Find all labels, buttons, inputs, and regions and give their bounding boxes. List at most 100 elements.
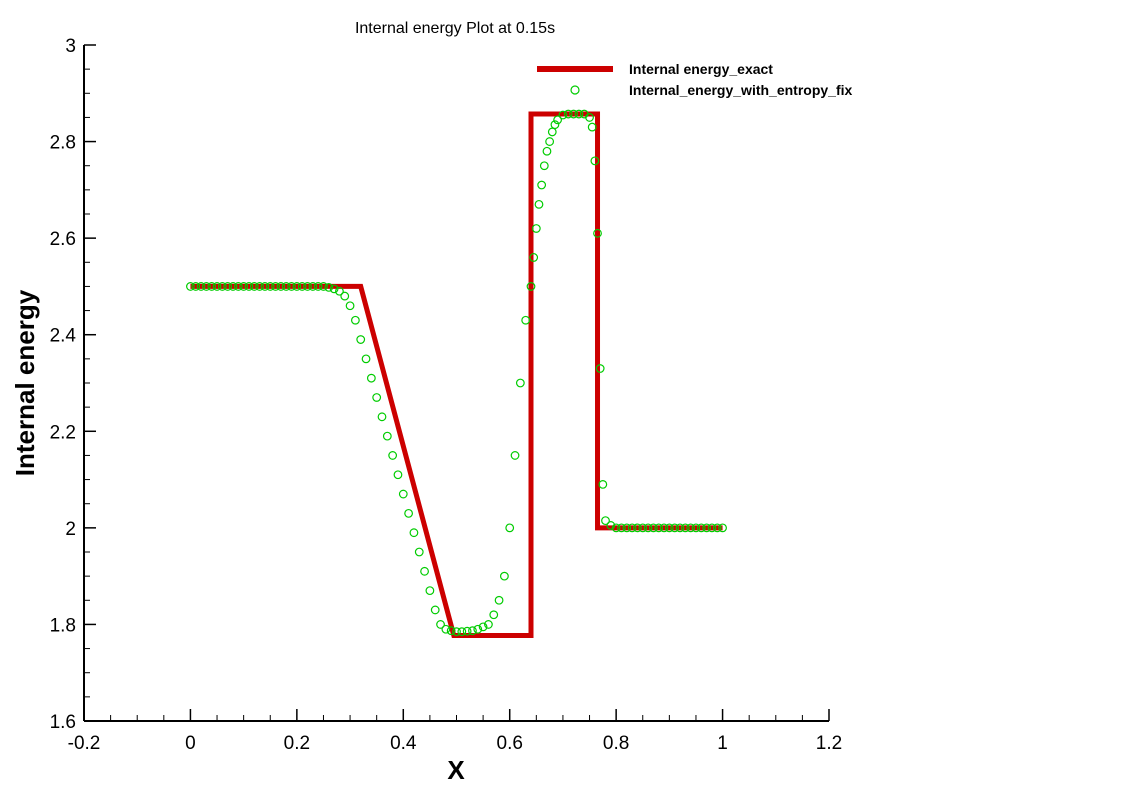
data-point xyxy=(563,109,573,119)
data-point xyxy=(526,282,536,291)
data-point xyxy=(664,523,674,533)
data-point xyxy=(319,282,328,291)
data-point xyxy=(707,523,717,533)
y-tick-label: 2.8 xyxy=(50,133,76,154)
exact-solution-line xyxy=(190,111,723,639)
data-point xyxy=(297,282,307,291)
x-tick-label: 1 xyxy=(717,733,728,754)
y-axis-label: Internal energy xyxy=(10,289,40,476)
data-point xyxy=(718,523,727,533)
data-point xyxy=(606,521,616,530)
data-point xyxy=(601,516,610,526)
legend: Internal energy_exact Internal_energy_wi… xyxy=(537,61,853,98)
data-point xyxy=(574,109,584,119)
data-point xyxy=(587,122,597,132)
data-point xyxy=(436,620,445,629)
legend-label-exact: Internal energy_exact xyxy=(629,61,773,77)
data-point xyxy=(239,282,249,291)
y-tick-label: 2 xyxy=(65,519,76,540)
data-point xyxy=(590,156,600,166)
data-point xyxy=(308,282,318,291)
axes xyxy=(83,45,829,722)
data-point xyxy=(505,523,515,533)
data-point xyxy=(276,282,286,291)
data-point xyxy=(420,566,429,576)
data-point xyxy=(712,523,722,533)
data-point xyxy=(255,282,265,291)
data-point xyxy=(611,523,621,533)
x-tick-label: 0.6 xyxy=(497,733,523,754)
y-tick-label: 2.2 xyxy=(50,422,76,443)
data-point xyxy=(409,528,419,538)
data-point xyxy=(569,109,578,119)
data-point xyxy=(186,282,195,291)
x-tick-label: 0.8 xyxy=(603,733,629,754)
data-point xyxy=(329,284,339,294)
y-tick-label: 3 xyxy=(65,36,76,57)
data-point xyxy=(233,282,243,291)
data-point xyxy=(617,523,626,533)
data-point xyxy=(265,282,275,291)
data-point xyxy=(244,282,254,291)
series-exact xyxy=(190,111,723,639)
y-tick-label: 1.8 xyxy=(50,615,76,636)
data-point xyxy=(207,282,217,291)
data-point xyxy=(382,431,392,441)
data-point xyxy=(494,595,504,605)
data-point xyxy=(680,523,690,533)
data-point xyxy=(404,508,414,518)
data-point xyxy=(691,523,701,533)
data-point xyxy=(654,523,664,533)
data-point xyxy=(350,315,360,325)
data-point xyxy=(675,523,685,533)
data-point xyxy=(627,523,637,533)
data-point xyxy=(414,547,424,557)
data-point xyxy=(499,571,509,581)
data-point xyxy=(287,282,296,291)
data-point xyxy=(388,451,398,460)
data-point xyxy=(281,282,291,291)
data-point xyxy=(260,282,270,291)
data-point xyxy=(595,364,605,373)
x-tick-label: -0.2 xyxy=(68,733,101,754)
data-point xyxy=(292,282,302,291)
data-point xyxy=(702,523,712,533)
data-point xyxy=(430,605,440,615)
data-point xyxy=(372,393,382,402)
data-point xyxy=(696,523,706,533)
data-point xyxy=(598,480,608,489)
data-point xyxy=(223,282,233,291)
tick-labels: -0.2 0 0.2 0.4 0.6 0.8 1 1.2 1.6 1.8 2 2.2 2.4 2.6 2.8… xyxy=(50,36,843,754)
series-numerical xyxy=(186,109,727,637)
data-point xyxy=(196,282,206,291)
data-point xyxy=(484,620,493,629)
y-tick-label: 2.4 xyxy=(50,326,77,347)
data-point xyxy=(377,412,387,422)
x-tick-label: 0.2 xyxy=(284,733,310,754)
data-point xyxy=(452,627,461,637)
data-point xyxy=(531,224,541,233)
data-point xyxy=(659,523,669,533)
data-point xyxy=(313,282,323,291)
data-point xyxy=(462,626,472,636)
y-tick-label: 1.6 xyxy=(50,712,76,733)
data-point xyxy=(545,137,555,146)
data-point xyxy=(558,110,568,120)
legend-swatch-numerical xyxy=(570,85,580,95)
data-point xyxy=(191,282,201,291)
y-tick-label: 2.6 xyxy=(50,229,76,250)
data-point xyxy=(340,291,350,301)
ticks xyxy=(83,44,830,722)
data-point xyxy=(228,282,238,291)
data-point xyxy=(303,282,312,291)
data-point xyxy=(441,624,451,634)
x-tick-label: 0 xyxy=(185,733,196,754)
data-point xyxy=(457,627,467,637)
data-point xyxy=(633,523,642,533)
data-point xyxy=(539,161,549,171)
data-point xyxy=(550,120,560,130)
chart-title: Internal energy Plot at 0.15s xyxy=(355,20,555,37)
data-point xyxy=(473,624,483,634)
data-point xyxy=(361,354,371,364)
